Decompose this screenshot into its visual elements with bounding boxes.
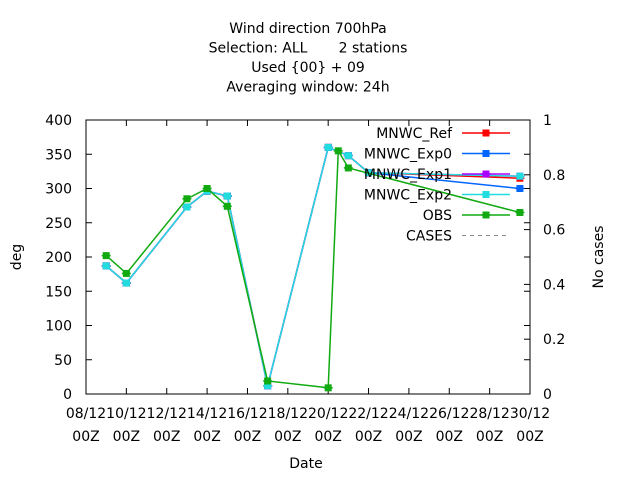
title-line: Used {00} + 09 [251, 60, 365, 76]
series-mnwc_exp1 [101, 143, 525, 390]
legend-label: OBS [423, 208, 452, 224]
series-line [105, 146, 520, 386]
y-tick-label: 300 [45, 182, 72, 198]
y-axis-label: deg [9, 244, 25, 270]
y2-axis: 0 0.2 0.4 0.6 0.8 1 [524, 113, 565, 403]
y-tick-label: 0 [63, 387, 72, 403]
y-tick-label: 100 [45, 319, 72, 335]
y-tick-label: 250 [45, 216, 72, 232]
y-axis: 0 50 100 150 200 250 300 350 400 [45, 113, 530, 403]
x-tick-label: 00Z [395, 429, 422, 445]
x-tick-label: 00Z [476, 429, 503, 445]
legend: MNWC_Ref MNWC_Exp0 MNWC_Exp1 MNWC_Exp2 OBS CA… [364, 126, 510, 245]
x-tick-label: 00Z [153, 429, 180, 445]
legend-label: MNWC_Exp2 [364, 188, 452, 204]
x-tick-label: 24/12 [389, 406, 429, 422]
x-tick-label: 28/12 [469, 406, 509, 422]
series-group [101, 143, 525, 392]
x-tick-label: 08/12 [66, 406, 106, 422]
plot-area [85, 119, 531, 395]
y-tick-label: 350 [45, 147, 72, 163]
chart-title: Wind direction 700hPa Selection: ALL 2 st… [209, 21, 408, 96]
x-tick-label: 00Z [193, 429, 220, 445]
x-tick-label: 00Z [355, 429, 382, 445]
x-tick-label: 30/12 [510, 406, 550, 422]
y-tick-label: 400 [45, 113, 72, 129]
legend-label: CASES [406, 229, 452, 245]
series-line [105, 146, 520, 386]
x-axis-label: Date [289, 456, 322, 472]
series-line [105, 148, 521, 389]
series-mnwc_exp0 [101, 143, 525, 390]
series-line [105, 146, 520, 386]
y2-tick-label: 0.2 [543, 332, 565, 348]
y2-tick-label: 0.6 [543, 223, 565, 239]
plot-border [85, 119, 531, 395]
x-tick-label: 00Z [274, 429, 301, 445]
title-line: Wind direction 700hPa [229, 21, 386, 37]
x-tick-label: 00Z [113, 429, 140, 445]
x-tick-label: 00Z [234, 429, 261, 445]
title-line: Selection: ALL 2 stations [209, 41, 408, 57]
y2-tick-label: 0.8 [543, 168, 565, 184]
y2-tick-label: 0 [543, 387, 552, 403]
y-tick-label: 150 [45, 284, 72, 300]
legend-label: MNWC_Exp1 [364, 167, 452, 183]
y2-tick-label: 1 [543, 113, 552, 129]
series-mnwc_ref [101, 143, 525, 390]
y-tick-label: 200 [45, 250, 72, 266]
y2-tick-label: 0.4 [543, 277, 565, 293]
x-tick-label: 10/12 [106, 406, 146, 422]
legend-label: MNWC_Exp0 [364, 147, 452, 163]
x-tick-label: 00Z [436, 429, 463, 445]
title-line: Averaging window: 24h [226, 80, 389, 96]
x-tick-label: 16/12 [227, 406, 267, 422]
x-tick-label: 12/12 [147, 406, 187, 422]
y-tick-label: 50 [54, 353, 72, 369]
x-tick-label: 14/12 [187, 406, 227, 422]
x-tick-label: 22/12 [348, 406, 388, 422]
x-tick-label: 00Z [314, 429, 341, 445]
legend-label: MNWC_Ref [376, 126, 453, 142]
series-mnwc_exp2 [101, 143, 525, 390]
series-obs [101, 147, 525, 392]
x-axis: 08/12 00Z 10/12 00Z 12/12 00Z 14/12 00Z 16/12 00Z… [66, 120, 550, 445]
x-tick-label: 00Z [516, 429, 543, 445]
y2-axis-label: No cases [591, 226, 607, 289]
x-tick-label: 26/12 [429, 406, 469, 422]
series-line [105, 146, 520, 386]
x-tick-label: 18/12 [268, 406, 308, 422]
x-tick-label: 00Z [72, 429, 99, 445]
x-tick-label: 20/12 [308, 406, 348, 422]
